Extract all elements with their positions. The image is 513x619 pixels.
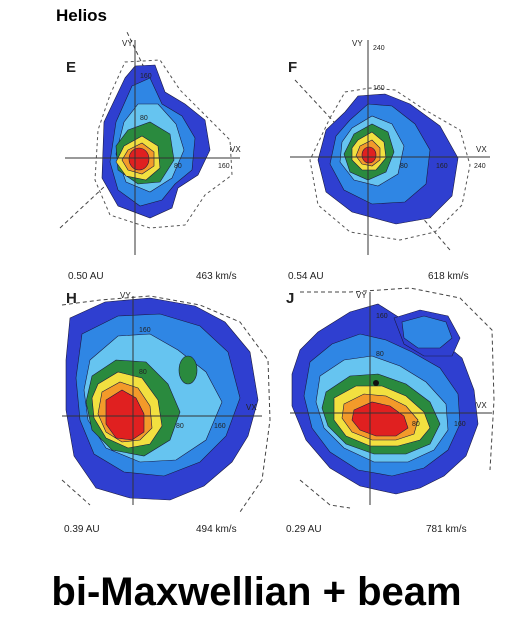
panel-h: H VY VX 160 80 80 160 0.39 AU 494 km/s <box>61 290 271 535</box>
panel-e-tick-y80: 80 <box>140 115 148 122</box>
panel-e-tick-y160: 160 <box>140 73 152 80</box>
panel-j-outer-contour <box>299 287 495 509</box>
panel-j-vy-label: VY <box>356 291 367 300</box>
panel-h-tick-x160: 160 <box>214 423 226 430</box>
panel-e-speed: 463 km/s <box>196 271 237 282</box>
panel-e: E VY VX 160 80 80 160 0.50 AU 463 km/s <box>59 29 241 282</box>
panel-j-tick-x160: 160 <box>454 421 466 428</box>
panel-f-level7 <box>361 146 377 164</box>
panel-h-level7 <box>105 389 145 441</box>
panel-f-letter: F <box>288 59 297 76</box>
panel-h-letter: H <box>66 290 77 307</box>
panel-f-vy-label: VY <box>352 39 363 48</box>
panel-f-tick-y160: 160 <box>373 85 385 92</box>
panel-f-speed: 618 km/s <box>428 271 469 282</box>
panel-j-level7 <box>351 401 409 437</box>
panel-j-marker <box>373 380 379 386</box>
panel-h-vx-label: VX <box>246 403 257 412</box>
panel-f-distance: 0.54 AU <box>288 271 324 282</box>
panel-h-distance: 0.39 AU <box>64 524 100 535</box>
panel-f-tick-x240: 240 <box>474 163 486 170</box>
panel-h-tick-y80: 80 <box>139 369 147 376</box>
panel-j-beam-inner <box>401 315 453 349</box>
figure-header: Helios <box>56 6 108 25</box>
panel-f: F VY VX 240 160 80 160 240 0.54 AU 618 k… <box>288 39 490 282</box>
figure-caption: bi-Maxwellian + beam <box>51 570 462 614</box>
panel-j-letter: J <box>286 290 294 307</box>
panel-h-vy-label: VY <box>120 291 131 300</box>
panel-h-tick-x80: 80 <box>176 423 184 430</box>
panel-j-tick-y160: 160 <box>376 313 388 320</box>
panel-h-speed: 494 km/s <box>196 524 237 535</box>
panel-f-vx-label: VX <box>476 145 487 154</box>
panel-f-tick-x160: 160 <box>436 163 448 170</box>
panel-e-distance: 0.50 AU <box>68 271 104 282</box>
panel-e-tick-x80: 80 <box>174 163 182 170</box>
panel-j: J VY VX 160 80 80 160 0.29 AU 781 km/s <box>286 287 495 535</box>
panel-e-outer-contour <box>94 59 233 229</box>
panel-e-vx-label: VX <box>230 145 241 154</box>
panel-f-tick-y240: 240 <box>373 45 385 52</box>
panel-e-letter: E <box>66 59 76 76</box>
panel-j-tick-x80: 80 <box>412 421 420 428</box>
panel-h-tick-y160: 160 <box>139 327 151 334</box>
panel-e-vy-label: VY <box>122 39 133 48</box>
panel-e-tick-x160: 160 <box>218 163 230 170</box>
panel-j-tick-y80: 80 <box>376 351 384 358</box>
panel-j-vx-label: VX <box>476 401 487 410</box>
panel-h-outer-contour <box>61 295 271 513</box>
panel-f-tick-x80: 80 <box>400 163 408 170</box>
panel-j-distance: 0.29 AU <box>286 524 322 535</box>
panel-h-beam <box>178 355 198 385</box>
panel-e-level7 <box>128 147 150 171</box>
panel-j-speed: 781 km/s <box>426 524 467 535</box>
